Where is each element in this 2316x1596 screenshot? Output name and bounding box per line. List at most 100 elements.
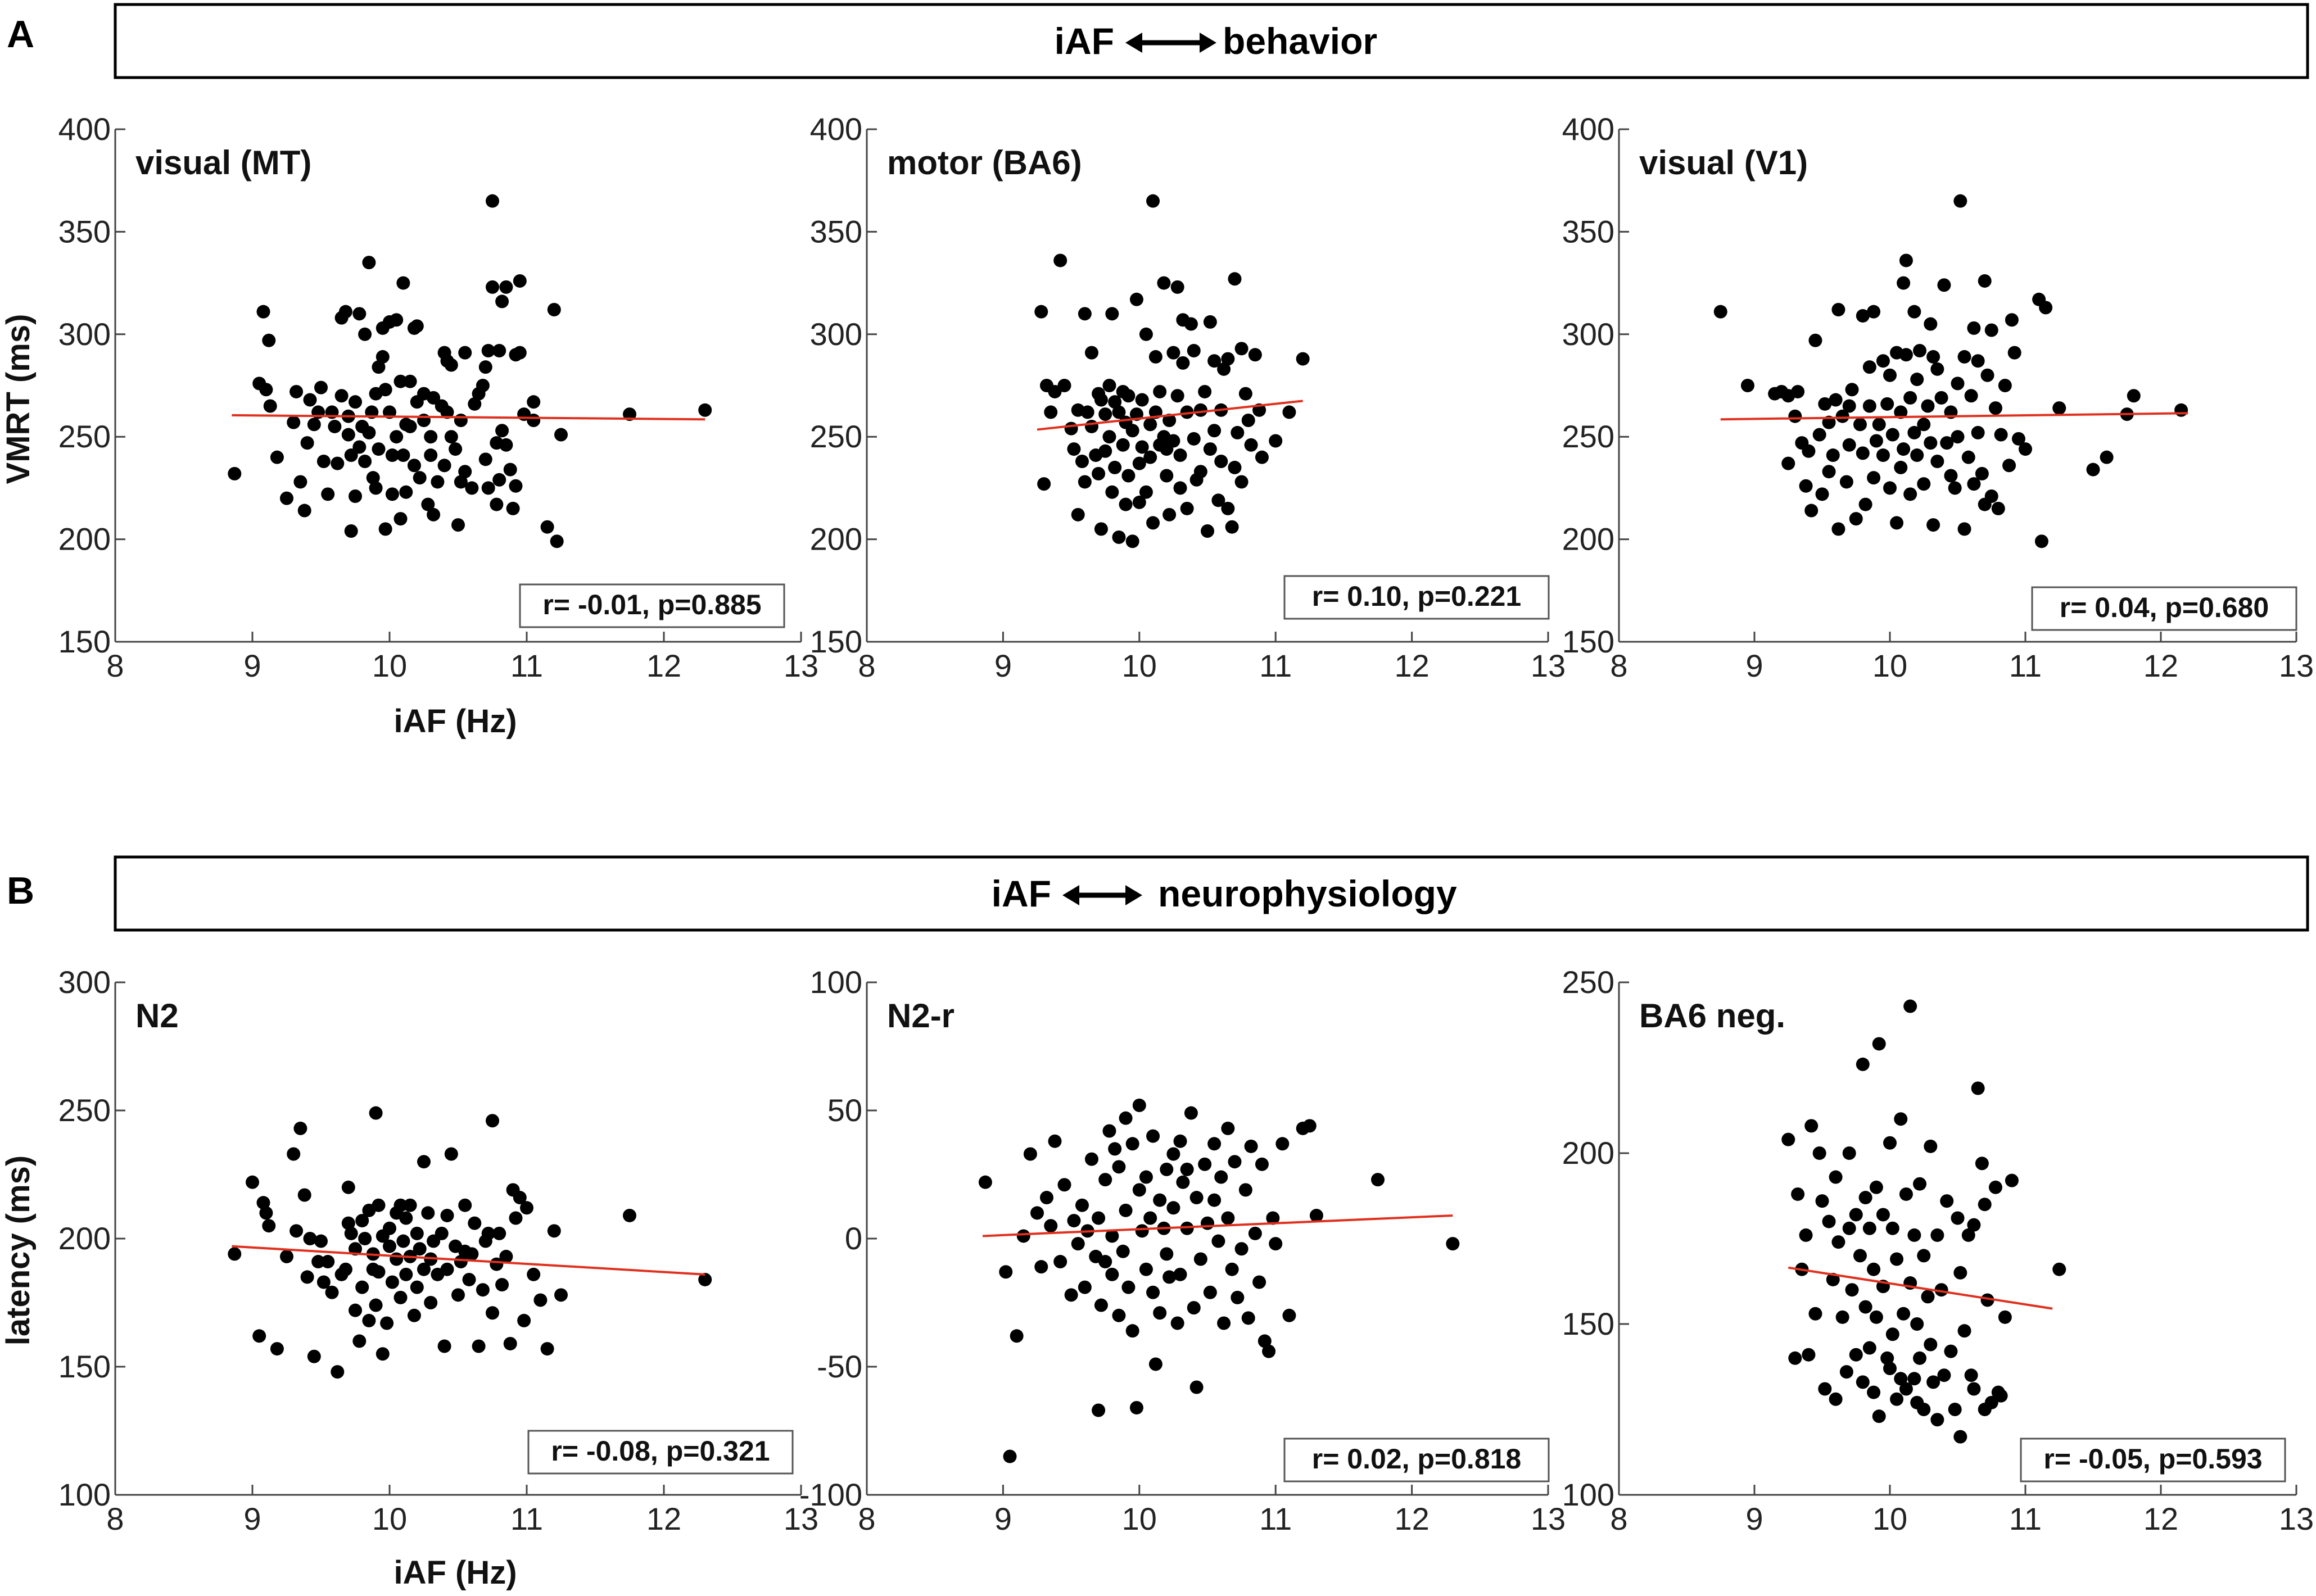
data-point (1302, 1119, 1317, 1133)
data-point (1917, 1249, 1931, 1263)
data-point (1371, 1173, 1385, 1187)
data-point (1826, 448, 1840, 463)
data-point (1953, 194, 1967, 208)
data-point (1988, 1180, 2002, 1194)
data-point (1883, 1362, 1897, 1376)
data-point (390, 313, 404, 327)
data-point (349, 489, 362, 503)
data-point (1193, 465, 1207, 479)
data-point (393, 1198, 408, 1212)
x-tick-label: 8 (1610, 648, 1627, 683)
data-point (517, 1313, 531, 1327)
data-point (403, 1198, 417, 1212)
data-point (1890, 516, 1904, 530)
data-point (1098, 1173, 1112, 1187)
data-point (1010, 1329, 1024, 1343)
data-point (424, 430, 438, 444)
data-point (1953, 1266, 1967, 1280)
data-point (1132, 1183, 1146, 1197)
data-point (1899, 253, 1913, 267)
data-point (499, 280, 513, 294)
data-point (468, 397, 482, 411)
y-tick-label: 100 (810, 964, 862, 1000)
data-point (1148, 1357, 1162, 1371)
data-point (1815, 487, 1829, 501)
data-point (293, 1121, 307, 1135)
chart-title: N2-r (887, 997, 955, 1035)
x-tick-label: 13 (1531, 1501, 1566, 1536)
data-point (1924, 317, 1938, 331)
data-point (1231, 425, 1245, 439)
data-point (1189, 1191, 1204, 1205)
x-axis-label-a: iAF (Hz) (393, 703, 517, 740)
data-point (495, 1278, 509, 1292)
data-point (1244, 1139, 1258, 1153)
double-arrow-icon (1062, 885, 1142, 905)
data-point (1228, 460, 1242, 474)
data-point (1176, 356, 1190, 370)
data-point (1203, 442, 1217, 456)
data-point (1102, 430, 1116, 444)
data-point (1967, 321, 1981, 335)
data-point (290, 1224, 304, 1238)
data-point (1125, 1324, 1139, 1338)
data-point (358, 1232, 372, 1245)
data-point (999, 1265, 1013, 1279)
data-point (1867, 1385, 1881, 1399)
scatter-chart-2: 150 200 250 300 350 400 8 9 10 11 12 13 motor (BA6) r… (810, 111, 1566, 683)
data-point (1143, 450, 1157, 464)
data-point (1162, 507, 1177, 522)
data-point (1930, 454, 1944, 468)
data-point (1282, 1308, 1296, 1322)
data-point (1921, 399, 1935, 413)
data-point (1269, 434, 1283, 448)
data-point (1203, 315, 1217, 329)
y-tick-label: 300 (58, 964, 111, 1000)
data-point (1173, 448, 1187, 463)
data-point (1885, 428, 1899, 442)
data-point (1119, 497, 1133, 511)
data-point (338, 1262, 352, 1276)
x-tick-label: 10 (1872, 1501, 1907, 1536)
y-tick-label: 200 (1562, 1135, 1614, 1171)
data-point (1845, 1283, 1859, 1297)
data-point (547, 303, 561, 317)
data-point (1207, 424, 1222, 438)
data-point (372, 1265, 386, 1279)
data-point (698, 403, 712, 417)
data-point (1839, 1365, 1853, 1379)
data-point (1894, 460, 1908, 474)
data-point (228, 1247, 242, 1261)
data-point (1129, 1400, 1143, 1414)
data-point (1980, 1293, 1994, 1307)
data-point (1998, 379, 2012, 392)
data-point (1899, 348, 1913, 362)
y-tick-label: 100 (58, 1477, 111, 1512)
data-point (1788, 409, 1802, 423)
data-point (1835, 409, 1849, 423)
data-point (349, 1303, 362, 1317)
data-point (321, 1255, 335, 1269)
data-point (396, 276, 410, 290)
data-point (1897, 1307, 1911, 1321)
data-point (486, 1114, 499, 1128)
data-point (451, 518, 465, 532)
data-point (1166, 1147, 1180, 1161)
data-point (1829, 1392, 1843, 1406)
data-point (1112, 1308, 1126, 1322)
data-point (376, 1347, 390, 1361)
data-point (1221, 1211, 1235, 1225)
data-point (341, 1216, 355, 1230)
data-point (1818, 397, 1832, 411)
data-point (1808, 333, 1822, 347)
data-point (1926, 518, 1940, 532)
banner-a-left: iAF (1055, 20, 1114, 62)
data-point (1917, 477, 1931, 491)
data-point (1829, 393, 1843, 407)
data-point (1238, 387, 1252, 401)
data-point (396, 1234, 410, 1248)
stats-box (2020, 1438, 2286, 1482)
data-point (1125, 424, 1139, 438)
scatter-chart-3: 150 200 250 300 350 400 8 9 10 11 12 13 visual (V1) r… (1562, 111, 2314, 683)
data-point (540, 520, 554, 534)
